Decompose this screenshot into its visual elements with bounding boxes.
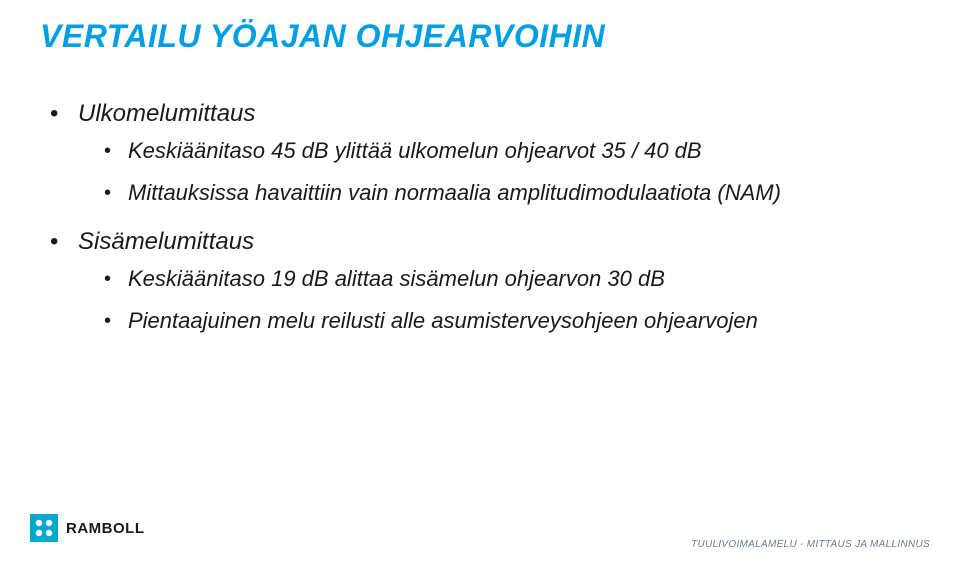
list-item: Pientaajuinen melu reilusti alle asumist…: [104, 308, 900, 334]
page-title: VERTAILU YÖAJAN OHJEARVOIHIN: [40, 18, 605, 55]
slide: VERTAILU YÖAJAN OHJEARVOIHIN Ulkomelumit…: [0, 0, 960, 562]
list-item: Keskiäänitaso 45 dB ylittää ulkomelun oh…: [104, 138, 900, 164]
list-item: Ulkomelumittaus Keskiäänitaso 45 dB ylit…: [50, 100, 900, 206]
logo-text: RAMBOLL: [66, 520, 145, 537]
sub-list: Keskiäänitaso 45 dB ylittää ulkomelun oh…: [104, 138, 900, 206]
list-item-label: Pientaajuinen melu reilusti alle asumist…: [128, 308, 758, 333]
list-item: Keskiäänitaso 19 dB alittaa sisämelun oh…: [104, 266, 900, 292]
content-area: Ulkomelumittaus Keskiäänitaso 45 dB ylit…: [50, 100, 900, 356]
sub-list: Keskiäänitaso 19 dB alittaa sisämelun oh…: [104, 266, 900, 334]
logo-icon: [30, 514, 58, 542]
list-item-label: Keskiäänitaso 19 dB alittaa sisämelun oh…: [128, 266, 665, 291]
footer-text: TUULIVOIMALAMELU - MITTAUS JA MALLINNUS: [691, 539, 930, 550]
list-item: Sisämelumittaus Keskiäänitaso 19 dB alit…: [50, 228, 900, 334]
list-item-label: Sisämelumittaus: [78, 228, 254, 255]
logo: RAMBOLL: [30, 514, 145, 542]
bullet-list: Ulkomelumittaus Keskiäänitaso 45 dB ylit…: [50, 100, 900, 334]
title-text: VERTAILU YÖAJAN OHJEARVOIHIN: [40, 18, 605, 54]
list-item-label: Ulkomelumittaus: [78, 100, 255, 127]
list-item: Mittauksissa havaittiin vain normaalia a…: [104, 180, 900, 206]
list-item-label: Mittauksissa havaittiin vain normaalia a…: [128, 180, 781, 205]
list-item-label: Keskiäänitaso 45 dB ylittää ulkomelun oh…: [128, 138, 702, 163]
